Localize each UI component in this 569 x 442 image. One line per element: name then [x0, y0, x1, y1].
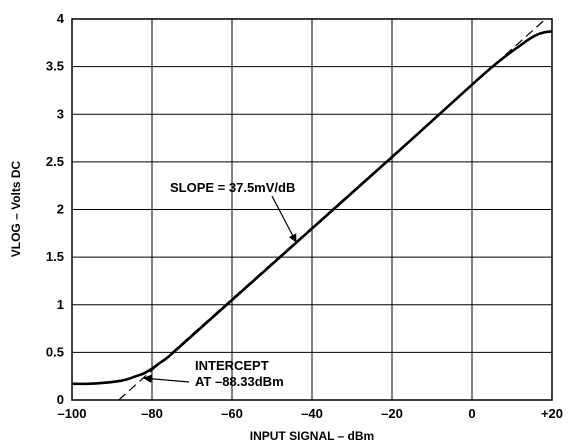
- intercept-annotation-label-2: AT –88.33dBm: [195, 374, 284, 389]
- y-tick-label: 0.5: [46, 344, 64, 359]
- y-tick-label: 3.5: [46, 59, 64, 74]
- y-tick-label: 2: [57, 202, 64, 217]
- grid-lines: [72, 19, 552, 400]
- y-axis-ticks: 0 0.5 1 1.5 2 2.5 3 3.5 4: [46, 11, 65, 407]
- x-tick-label: –60: [221, 406, 243, 421]
- x-tick-label: –20: [381, 406, 403, 421]
- intercept-annotation-label-1: INTERCEPT: [195, 358, 269, 373]
- x-axis-label: INPUT SIGNAL – dBm: [250, 429, 374, 442]
- x-tick-label: +20: [541, 406, 563, 421]
- y-tick-label: 0: [57, 392, 64, 407]
- x-axis-ticks: –100 –80 –60 –40 –20 0 +20: [58, 406, 563, 421]
- y-tick-label: 4: [57, 11, 65, 26]
- measured-response-line: [72, 30, 552, 386]
- y-axis-label: VLOG – Volts DC: [9, 160, 23, 257]
- plot-frame: [71, 18, 553, 401]
- x-tick-label: –80: [141, 406, 163, 421]
- y-tick-label: 1.5: [46, 249, 64, 264]
- x-tick-label: –40: [301, 406, 323, 421]
- x-tick-label: –100: [58, 406, 87, 421]
- x-tick-label: 0: [468, 406, 475, 421]
- slope-annotation-label: SLOPE = 37.5mV/dB: [170, 180, 295, 195]
- y-tick-label: 3: [57, 106, 64, 121]
- y-tick-label: 2.5: [46, 154, 64, 169]
- intercept-arrow: [143, 374, 190, 383]
- slope-arrow: [271, 195, 297, 243]
- y-tick-label: 1: [57, 297, 64, 312]
